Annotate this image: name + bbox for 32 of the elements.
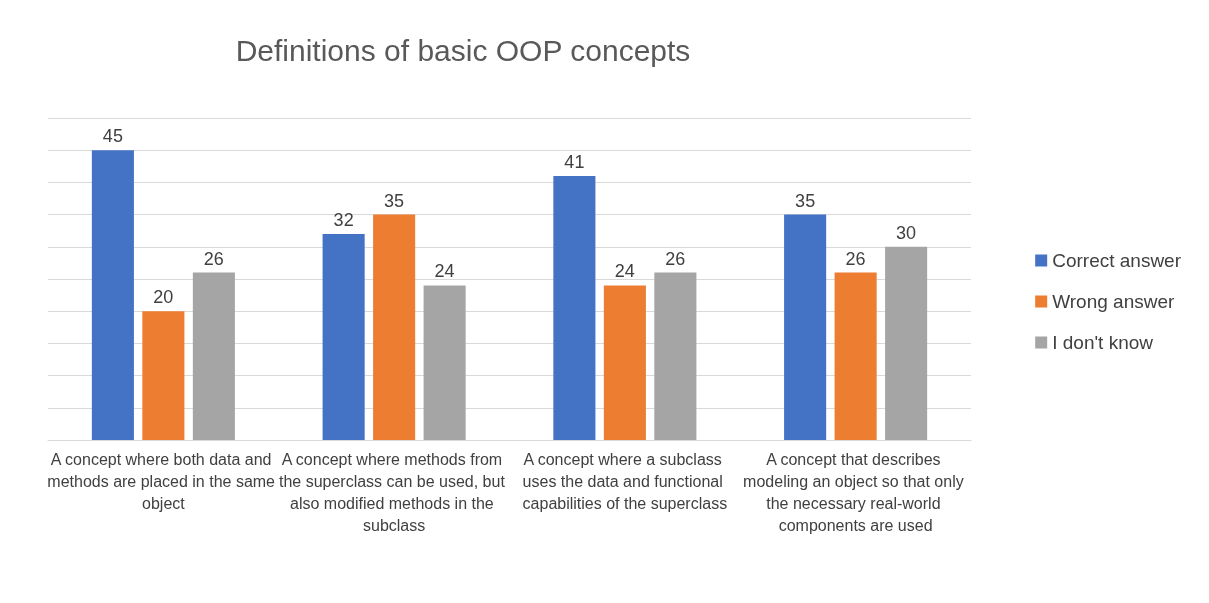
bar [553, 175, 596, 440]
data-label: 45 [102, 126, 123, 147]
legend-label: Wrong answer [1052, 291, 1175, 312]
legend-label: Correct answer [1052, 250, 1182, 271]
legend-label: I don't know [1052, 332, 1154, 353]
bar [322, 233, 365, 440]
data-label: 26 [665, 248, 686, 269]
bar [91, 150, 134, 440]
x-tick-label: A concept where a subclass uses the data and functional capabilities of the superclass [522, 450, 728, 512]
bar [885, 246, 928, 440]
chart-title: Definitions of basic OOP concepts [235, 33, 691, 67]
bar [603, 285, 646, 440]
data-label: 41 [564, 151, 585, 172]
data-label: 32 [333, 209, 354, 230]
data-label: 35 [795, 190, 816, 211]
data-label: 26 [845, 248, 866, 269]
data-label: 35 [384, 190, 405, 211]
bar [192, 272, 235, 440]
data-label: 26 [203, 248, 224, 269]
bar [834, 272, 877, 440]
x-tick-label: A concept where methods from the superclass can be used, but also modified methods in the subclass [278, 450, 510, 534]
data-label: 24 [434, 261, 455, 282]
x-tick-label: A concept where both data and methods are placed in the same object [47, 450, 280, 512]
x-tick-label: A concept that describes modeling an object so that only the necessary real-world components are used [743, 450, 969, 534]
bar [654, 272, 697, 440]
bar [423, 285, 466, 440]
data-label: 24 [614, 261, 635, 282]
data-label: 30 [896, 222, 917, 243]
data-label: 20 [153, 287, 174, 308]
bar [784, 214, 827, 440]
bar [373, 214, 416, 440]
bar [142, 311, 185, 440]
